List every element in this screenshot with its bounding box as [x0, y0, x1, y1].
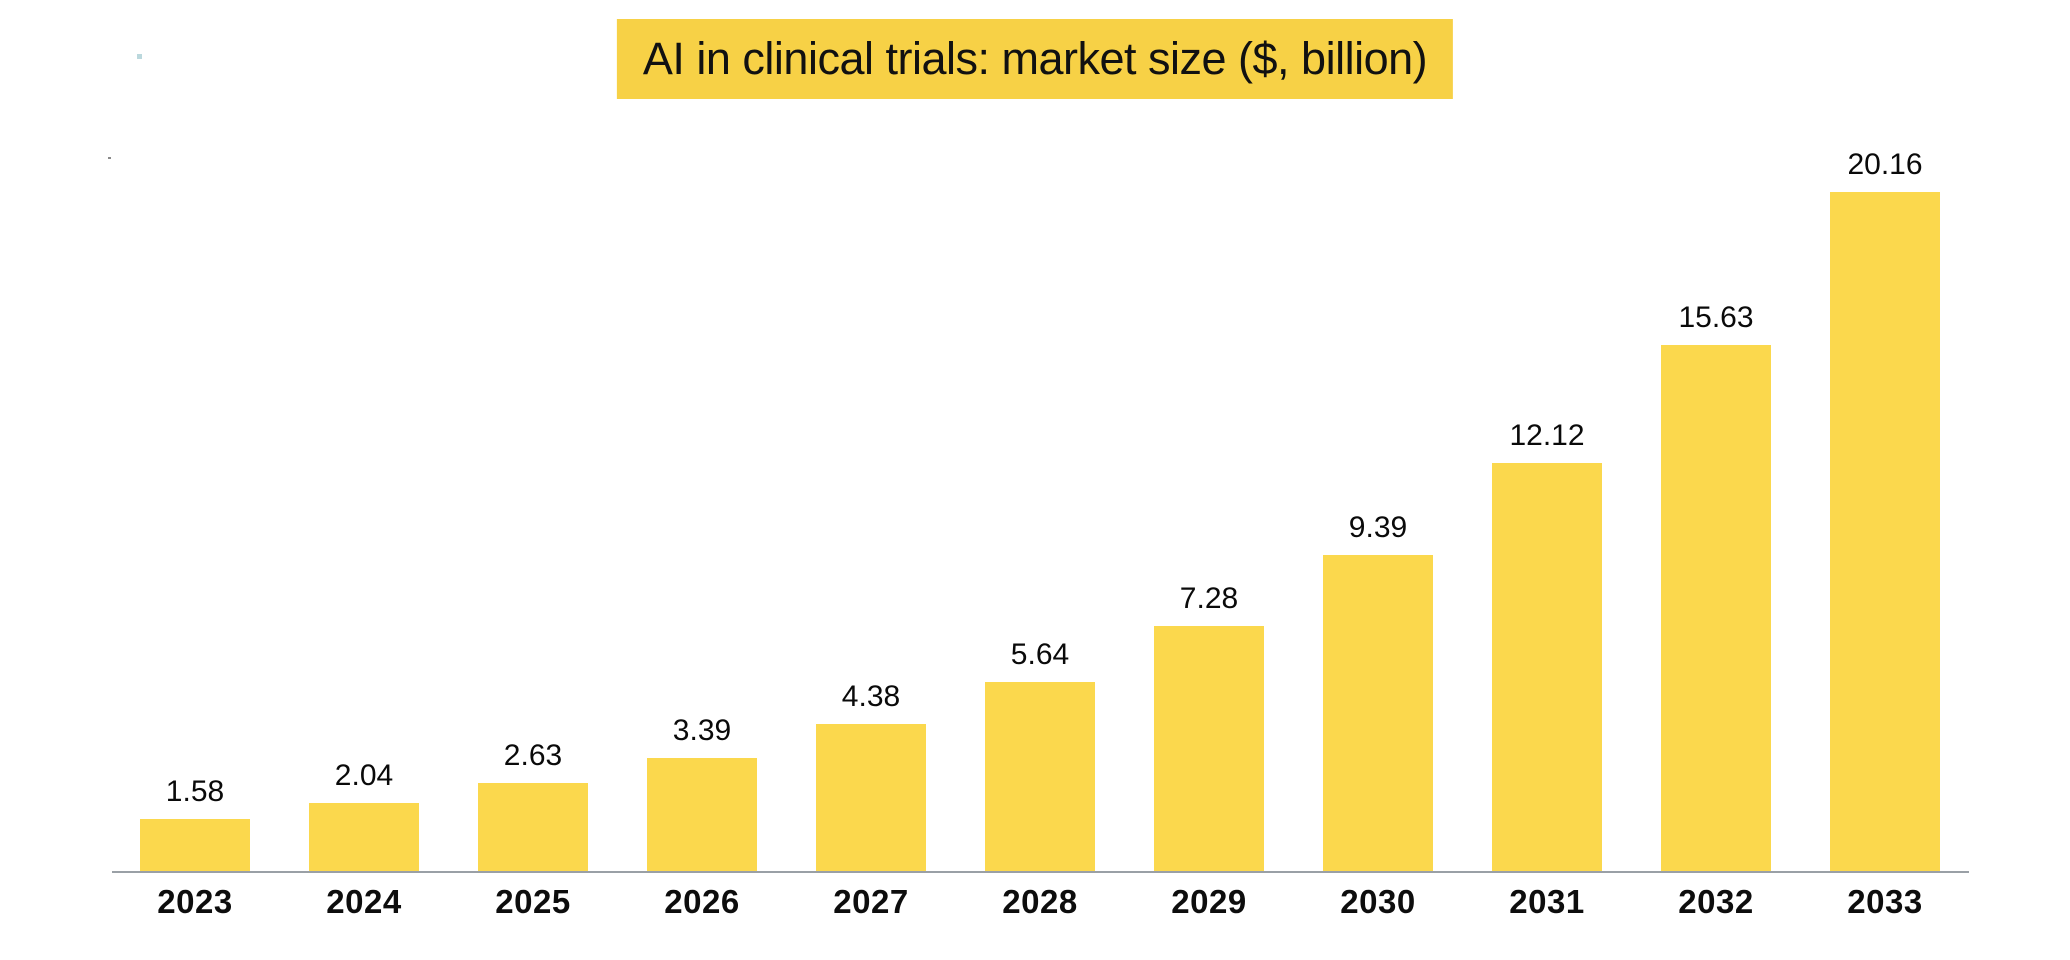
bar-group-2030: 9.39 — [1323, 513, 1433, 872]
x-axis-label: 2033 — [1847, 883, 1923, 920]
x-axis-line — [112, 871, 1969, 873]
x-axis-label: 2024 — [326, 883, 402, 920]
bar-value-label: 9.39 — [1348, 511, 1408, 544]
bar — [816, 724, 926, 872]
x-axis-label: 2028 — [1002, 883, 1078, 920]
bar-value-label: 3.39 — [672, 714, 732, 747]
chart-title: AI in clinical trials: market size ($, b… — [616, 19, 1454, 99]
bar — [1154, 626, 1264, 872]
bar-value-label: 1.58 — [165, 775, 225, 808]
bar-group-2026: 3.39 — [647, 716, 757, 872]
x-axis-label: 2030 — [1340, 883, 1416, 920]
bar — [1830, 192, 1940, 872]
bar-group-2025: 2.63 — [478, 741, 588, 872]
x-axis-labels-row: 2023 2024 2025 2026 2027 2028 2029 2030 2031 2032… — [140, 882, 1940, 922]
x-axis-label: 2023 — [157, 883, 233, 920]
bar-value-label: 15.63 — [1678, 301, 1754, 334]
bar-group-2033: 20.16 — [1830, 150, 1940, 872]
x-axis-label: 2025 — [495, 883, 571, 920]
bar-group-2024: 2.04 — [309, 761, 419, 872]
bar — [985, 682, 1095, 872]
bars-area: 1.58 2.04 2.63 3.39 4.38 5.64 7.28 9.39 12.12 15.… — [140, 150, 1940, 872]
x-axis-label: 2032 — [1678, 883, 1754, 920]
x-axis-label: 2027 — [833, 883, 909, 920]
artifact-speck-gray-icon — [108, 157, 111, 159]
x-axis-label: 2031 — [1509, 883, 1585, 920]
bar-group-2023: 1.58 — [140, 777, 250, 872]
bar-group-2032: 15.63 — [1661, 303, 1771, 872]
artifact-speck-blue-icon — [137, 54, 142, 59]
x-axis-label: 2029 — [1171, 883, 1247, 920]
bar — [140, 819, 250, 872]
bar — [647, 758, 757, 872]
bar-value-label: 2.63 — [503, 739, 563, 772]
bar-value-label: 5.64 — [1010, 638, 1070, 671]
bar-group-2028: 5.64 — [985, 640, 1095, 872]
bar — [309, 803, 419, 872]
bar-value-label: 7.28 — [1179, 582, 1239, 615]
bar-value-label: 20.16 — [1847, 148, 1923, 181]
bar-value-label: 4.38 — [841, 680, 901, 713]
bar — [1661, 345, 1771, 872]
bar-value-label: 12.12 — [1509, 419, 1585, 452]
bar-group-2029: 7.28 — [1154, 584, 1264, 872]
bar — [1323, 555, 1433, 872]
bar-value-label: 2.04 — [334, 759, 394, 792]
x-axis-label: 2026 — [664, 883, 740, 920]
bar — [1492, 463, 1602, 872]
bar-group-2027: 4.38 — [816, 682, 926, 872]
bar — [478, 783, 588, 872]
bar-group-2031: 12.12 — [1492, 421, 1602, 872]
